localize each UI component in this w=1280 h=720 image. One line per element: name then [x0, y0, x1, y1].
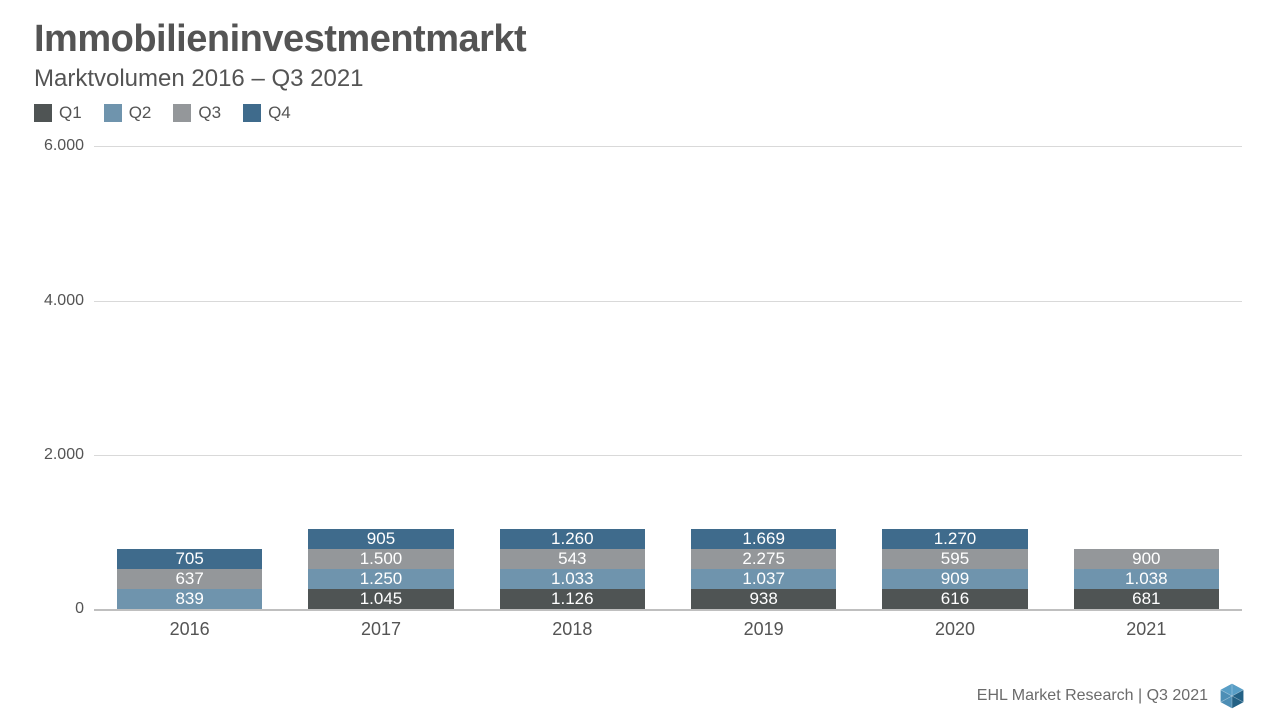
y-tick-label: 4.000 [34, 292, 84, 310]
bar-segment-label: 2.275 [742, 549, 785, 569]
bar-segment-label: 681 [1132, 589, 1160, 609]
bar-segment-q1: 681 [1074, 589, 1219, 609]
stacked-bar: 6169095951.270 [882, 529, 1027, 609]
bar-segment-q4: 1.260 [500, 529, 645, 549]
grid-line [94, 455, 1242, 456]
legend-label: Q2 [129, 103, 152, 123]
bar-segment-q1: 1.126 [500, 589, 645, 609]
bar-slot: 6169095951.270 [859, 131, 1050, 609]
legend-item: Q4 [243, 103, 291, 123]
legend-swatch [104, 104, 122, 122]
grid-line [94, 146, 1242, 147]
stacked-bar: 9381.0372.2751.669 [691, 529, 836, 609]
bar-segment-q2: 909 [882, 569, 1027, 589]
chart-subtitle: Marktvolumen 2016 – Q3 2021 [34, 65, 1246, 93]
legend-swatch [34, 104, 52, 122]
plot-area: 839637705 1.0451.2501.500905 1.1261.033543… [94, 131, 1242, 609]
x-tick-label: 2016 [94, 609, 285, 651]
bar-segment-label: 1.500 [360, 549, 403, 569]
legend-swatch [173, 104, 191, 122]
legend-item: Q1 [34, 103, 82, 123]
bar-segment-q4: 1.669 [691, 529, 836, 549]
bar-segment-label: 1.126 [551, 589, 594, 609]
bars-container: 839637705 1.0451.2501.500905 1.1261.033543… [94, 131, 1242, 609]
bar-segment-label: 1.260 [551, 529, 594, 549]
stacked-bar: 839637705 [117, 549, 262, 609]
bar-segment-label: 938 [749, 589, 777, 609]
bar-segment-label: 1.669 [742, 529, 785, 549]
grid-line [94, 301, 1242, 302]
bar-slot: 9381.0372.2751.669 [668, 131, 859, 609]
bar-segment-q3: 900 [1074, 549, 1219, 569]
bar-segment-label: 905 [367, 529, 395, 549]
y-tick-label: 6.000 [34, 137, 84, 155]
x-tick-label: 2019 [668, 609, 859, 651]
bar-segment-label: 839 [175, 589, 203, 609]
x-tick-label: 2018 [477, 609, 668, 651]
stacked-bar: 1.0451.2501.500905 [308, 529, 453, 609]
bar-segment-q4: 905 [308, 529, 453, 549]
footer-text: EHL Market Research | Q3 2021 [977, 687, 1208, 705]
bar-segment-label: 1.037 [742, 569, 785, 589]
x-tick-label: 2017 [285, 609, 476, 651]
bar-slot: 6811.038900 [1051, 131, 1242, 609]
bar-segment-q3: 2.275 [691, 549, 836, 569]
bar-segment-label: 705 [175, 549, 203, 569]
bar-segment-label: 1.045 [360, 589, 403, 609]
bar-segment-q2: 1.037 [691, 569, 836, 589]
bar-segment-label: 637 [175, 569, 203, 589]
bar-segment-q3: 637 [117, 569, 262, 589]
bar-segment-q4: 1.270 [882, 529, 1027, 549]
bar-segment-label: 900 [1132, 549, 1160, 569]
stacked-bar: 1.1261.0335431.260 [500, 529, 645, 609]
chart-title: Immobilieninvestmentmarkt [34, 18, 1246, 61]
legend-item: Q3 [173, 103, 221, 123]
legend-label: Q1 [59, 103, 82, 123]
bar-segment-label: 1.038 [1125, 569, 1168, 589]
bar-segment-q2: 1.033 [500, 569, 645, 589]
bar-segment-label: 1.033 [551, 569, 594, 589]
bar-segment-q3: 543 [500, 549, 645, 569]
chart-area: 839637705 1.0451.2501.500905 1.1261.033543… [34, 131, 1246, 651]
bar-segment-label: 1.270 [934, 529, 977, 549]
bar-segment-q1: 938 [691, 589, 836, 609]
y-tick-label: 2.000 [34, 446, 84, 464]
x-axis-labels: 201620172018201920202021 [94, 609, 1242, 651]
bar-segment-q1: 616 [882, 589, 1027, 609]
y-tick-label: 0 [34, 600, 84, 618]
legend-item: Q2 [104, 103, 152, 123]
legend-swatch [243, 104, 261, 122]
bar-segment-q1: 1.045 [308, 589, 453, 609]
legend-label: Q3 [198, 103, 221, 123]
bar-segment-q3: 595 [882, 549, 1027, 569]
bar-segment-q3: 1.500 [308, 549, 453, 569]
bar-segment-q2: 1.250 [308, 569, 453, 589]
bar-segment-label: 543 [558, 549, 586, 569]
x-tick-label: 2021 [1051, 609, 1242, 651]
stacked-bar: 6811.038900 [1074, 549, 1219, 609]
bar-segment-q2: 839 [117, 589, 262, 609]
bar-slot: 839637705 [94, 131, 285, 609]
bar-segment-label: 1.250 [360, 569, 403, 589]
bar-segment-label: 595 [941, 549, 969, 569]
bar-segment-q4: 705 [117, 549, 262, 569]
legend-label: Q4 [268, 103, 291, 123]
bar-segment-label: 616 [941, 589, 969, 609]
brand-logo-icon [1218, 682, 1246, 710]
bar-slot: 1.1261.0335431.260 [477, 131, 668, 609]
footer: EHL Market Research | Q3 2021 [977, 682, 1246, 710]
bar-segment-label: 909 [941, 569, 969, 589]
x-tick-label: 2020 [859, 609, 1050, 651]
bar-segment-q2: 1.038 [1074, 569, 1219, 589]
legend: Q1 Q2 Q3 Q4 [34, 103, 1246, 123]
bar-slot: 1.0451.2501.500905 [285, 131, 476, 609]
